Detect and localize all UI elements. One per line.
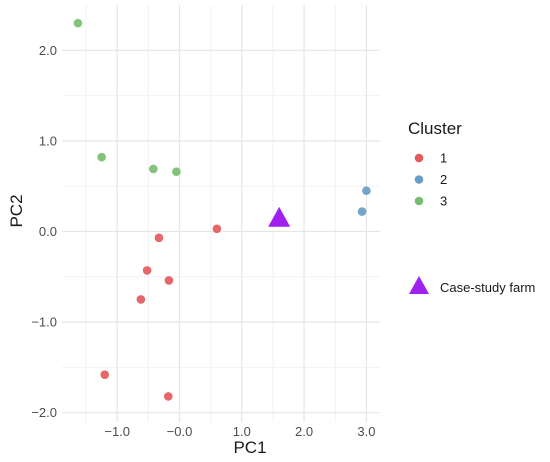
- x-tick-label: 2.0: [295, 424, 313, 439]
- legend: Cluster 1 2 3 Case-study farm: [408, 119, 535, 295]
- legend-title: Cluster: [408, 119, 462, 138]
- legend-key-case-study-farm: [409, 276, 429, 294]
- y-tick-label: −2.0: [31, 405, 57, 420]
- legend-items: 1 2 3: [414, 151, 447, 209]
- legend-label-cluster-1: 1: [440, 151, 447, 166]
- cluster-1-point: [164, 276, 174, 285]
- y-tick-label: 0.0: [39, 224, 57, 239]
- cluster-3-point: [149, 164, 158, 174]
- cluster-1-point: [136, 295, 146, 304]
- legend-label-cluster-3: 3: [440, 194, 447, 209]
- legend-label-case-study-farm: Case-study farm: [440, 280, 535, 295]
- major-gridlines: [62, 5, 380, 422]
- y-axis-title: PC2: [7, 194, 26, 227]
- legend-highlight: Case-study farm: [409, 276, 535, 295]
- y-tick-label: 1.0: [39, 133, 57, 148]
- cluster-3-point: [97, 152, 106, 162]
- cluster-1-point: [142, 266, 152, 275]
- y-tick-label: −1.0: [31, 315, 57, 330]
- x-tick-label: 1.0: [233, 424, 251, 439]
- minor-gridlines: [62, 5, 380, 422]
- x-tick-label: 3.0: [357, 424, 375, 439]
- cluster-2-point: [357, 207, 367, 216]
- y-tick-label: 2.0: [39, 43, 57, 58]
- legend-key-cluster-1: [414, 153, 424, 163]
- legend-label-cluster-2: 2: [440, 172, 447, 187]
- x-tick-label: −1.0: [104, 424, 130, 439]
- data-points: [73, 18, 371, 401]
- legend-key-cluster-2: [414, 175, 424, 184]
- y-axis-ticks: −2.0 −1.0 0.0 1.0 2.0: [31, 43, 57, 420]
- case-study-farm-marker: [268, 206, 291, 227]
- x-axis-ticks: −1.0 −0.0 1.0 2.0 3.0: [104, 424, 375, 439]
- cluster-3-point: [73, 18, 83, 28]
- x-tick-label: −0.0: [167, 424, 193, 439]
- legend-key-cluster-3: [414, 196, 424, 206]
- x-axis-title: PC1: [233, 438, 266, 457]
- cluster-1-point: [100, 370, 110, 379]
- cluster-3-point: [172, 167, 181, 177]
- cluster-2-point: [362, 186, 371, 196]
- cluster-1-point: [163, 392, 173, 401]
- cluster-1-point: [212, 224, 222, 234]
- cluster-1-point: [154, 233, 164, 243]
